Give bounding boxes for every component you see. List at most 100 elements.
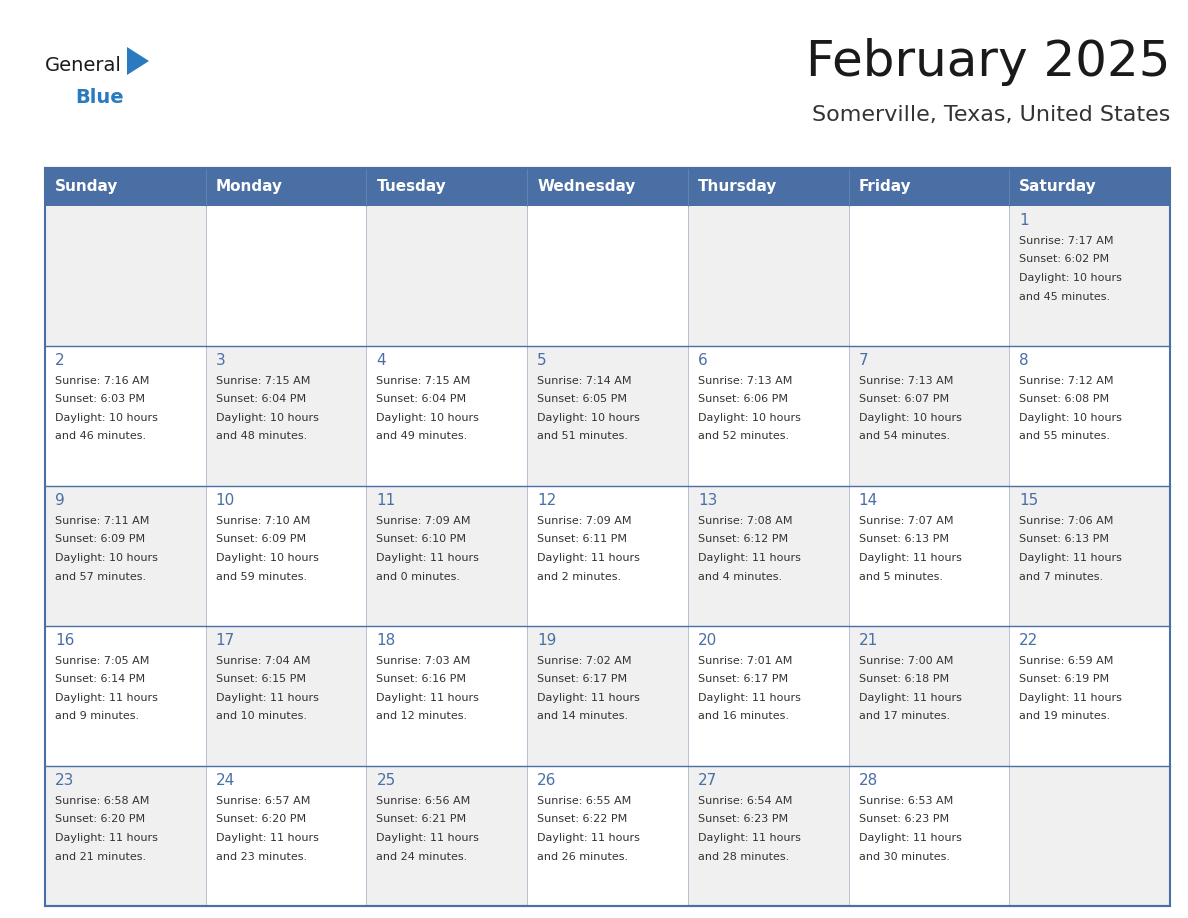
Text: Sunrise: 7:14 AM: Sunrise: 7:14 AM [537,376,632,386]
Text: Sunset: 6:13 PM: Sunset: 6:13 PM [1019,534,1110,544]
Text: Daylight: 11 hours: Daylight: 11 hours [55,693,158,703]
Text: Daylight: 10 hours: Daylight: 10 hours [859,413,961,423]
Text: Sunrise: 6:55 AM: Sunrise: 6:55 AM [537,796,631,806]
Text: 19: 19 [537,633,556,648]
Text: Sunrise: 7:00 AM: Sunrise: 7:00 AM [859,656,953,666]
Text: Daylight: 10 hours: Daylight: 10 hours [537,413,640,423]
Text: Sunrise: 6:54 AM: Sunrise: 6:54 AM [697,796,792,806]
Bar [688,486,848,626]
Text: Blue: Blue [75,88,124,107]
Text: and 54 minutes.: and 54 minutes. [859,431,949,442]
Text: Sunset: 6:02 PM: Sunset: 6:02 PM [1019,254,1110,264]
Text: 15: 15 [1019,493,1038,508]
Text: 22: 22 [1019,633,1038,648]
Bar [527,206,688,346]
Text: Daylight: 11 hours: Daylight: 11 hours [537,693,640,703]
Bar [366,346,527,486]
Text: 2: 2 [55,353,64,368]
Text: Sunrise: 7:09 AM: Sunrise: 7:09 AM [537,516,632,526]
Text: Daylight: 11 hours: Daylight: 11 hours [1019,553,1123,563]
Bar [45,168,206,206]
Text: and 17 minutes.: and 17 minutes. [859,711,949,722]
Text: Sunset: 6:16 PM: Sunset: 6:16 PM [377,675,467,685]
Text: and 51 minutes.: and 51 minutes. [537,431,628,442]
Bar [206,626,366,766]
Bar [688,168,848,206]
Text: General: General [45,56,122,75]
Text: 6: 6 [697,353,708,368]
Text: Daylight: 11 hours: Daylight: 11 hours [859,833,961,843]
Text: Daylight: 11 hours: Daylight: 11 hours [377,693,479,703]
Text: 28: 28 [859,773,878,788]
Text: Sunrise: 7:02 AM: Sunrise: 7:02 AM [537,656,632,666]
Bar [206,346,366,486]
Bar [206,486,366,626]
Text: 12: 12 [537,493,556,508]
Text: 3: 3 [216,353,226,368]
Text: Sunrise: 7:04 AM: Sunrise: 7:04 AM [216,656,310,666]
Text: and 57 minutes.: and 57 minutes. [55,572,146,581]
Bar [206,766,366,906]
Text: 21: 21 [859,633,878,648]
Bar [45,206,206,346]
Bar [366,766,527,906]
Text: Sunset: 6:05 PM: Sunset: 6:05 PM [537,395,627,405]
Text: 8: 8 [1019,353,1029,368]
Text: Sunrise: 7:15 AM: Sunrise: 7:15 AM [377,376,470,386]
Text: Sunset: 6:07 PM: Sunset: 6:07 PM [859,395,949,405]
Text: Daylight: 11 hours: Daylight: 11 hours [697,553,801,563]
Text: and 48 minutes.: and 48 minutes. [216,431,307,442]
Text: 9: 9 [55,493,65,508]
Text: 14: 14 [859,493,878,508]
Text: Sunset: 6:20 PM: Sunset: 6:20 PM [55,814,145,824]
Text: Sunrise: 7:16 AM: Sunrise: 7:16 AM [55,376,150,386]
Text: 11: 11 [377,493,396,508]
Bar [1010,766,1170,906]
Bar [45,766,206,906]
Bar [45,626,206,766]
Text: Friday: Friday [859,180,911,195]
Text: 27: 27 [697,773,718,788]
Text: and 9 minutes.: and 9 minutes. [55,711,139,722]
Text: Sunrise: 7:17 AM: Sunrise: 7:17 AM [1019,236,1114,246]
Text: Daylight: 11 hours: Daylight: 11 hours [859,553,961,563]
Text: Daylight: 10 hours: Daylight: 10 hours [697,413,801,423]
Text: Sunrise: 6:56 AM: Sunrise: 6:56 AM [377,796,470,806]
Text: 23: 23 [55,773,75,788]
Text: and 21 minutes.: and 21 minutes. [55,852,146,861]
Text: Sunset: 6:04 PM: Sunset: 6:04 PM [377,395,467,405]
Text: Sunset: 6:23 PM: Sunset: 6:23 PM [697,814,788,824]
Text: Sunset: 6:08 PM: Sunset: 6:08 PM [1019,395,1110,405]
Text: Sunset: 6:04 PM: Sunset: 6:04 PM [216,395,305,405]
Bar [45,168,1170,906]
Text: Daylight: 10 hours: Daylight: 10 hours [55,553,158,563]
Bar [366,206,527,346]
Text: Sunrise: 7:06 AM: Sunrise: 7:06 AM [1019,516,1113,526]
Text: Daylight: 11 hours: Daylight: 11 hours [697,833,801,843]
Text: Sunset: 6:12 PM: Sunset: 6:12 PM [697,534,788,544]
Bar [527,626,688,766]
Text: 1: 1 [1019,213,1029,228]
Text: Sunrise: 7:15 AM: Sunrise: 7:15 AM [216,376,310,386]
Text: 17: 17 [216,633,235,648]
Text: Sunset: 6:09 PM: Sunset: 6:09 PM [216,534,305,544]
Bar [688,766,848,906]
Text: Sunset: 6:22 PM: Sunset: 6:22 PM [537,814,627,824]
Bar [1010,626,1170,766]
Text: and 7 minutes.: and 7 minutes. [1019,572,1104,581]
Text: Daylight: 10 hours: Daylight: 10 hours [216,553,318,563]
Text: Daylight: 11 hours: Daylight: 11 hours [859,693,961,703]
Text: Sunset: 6:15 PM: Sunset: 6:15 PM [216,675,305,685]
Bar [527,766,688,906]
Text: Sunrise: 7:12 AM: Sunrise: 7:12 AM [1019,376,1114,386]
Text: and 49 minutes.: and 49 minutes. [377,431,468,442]
Text: and 28 minutes.: and 28 minutes. [697,852,789,861]
Text: Sunset: 6:03 PM: Sunset: 6:03 PM [55,395,145,405]
Text: Daylight: 11 hours: Daylight: 11 hours [537,833,640,843]
Bar [1010,346,1170,486]
Text: Daylight: 10 hours: Daylight: 10 hours [377,413,479,423]
Text: Sunset: 6:20 PM: Sunset: 6:20 PM [216,814,305,824]
Bar [848,206,1010,346]
Text: Wednesday: Wednesday [537,180,636,195]
Bar [688,626,848,766]
